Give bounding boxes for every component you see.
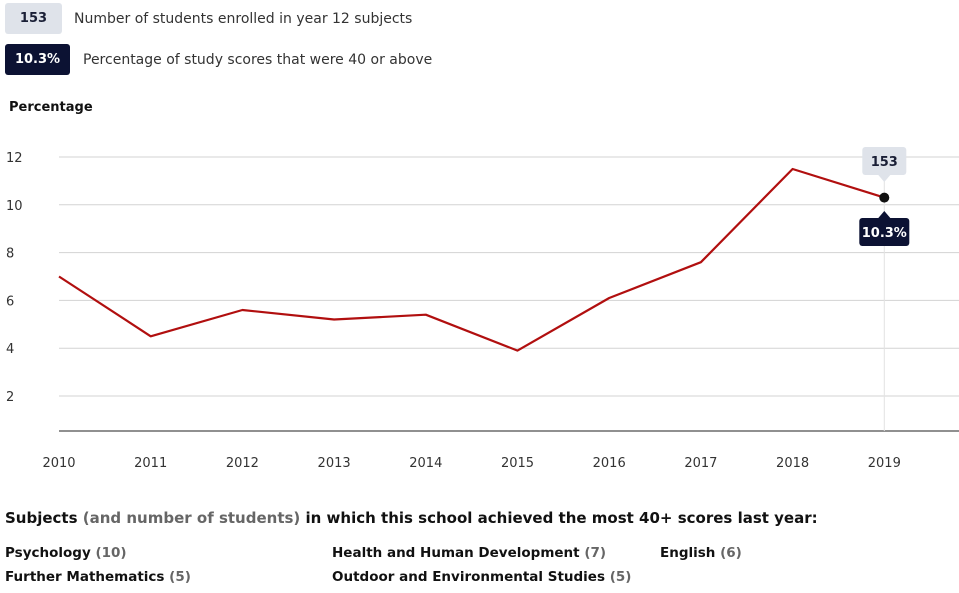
- y-tick-label: 8: [6, 247, 14, 262]
- y-tick-label: 12: [6, 151, 23, 166]
- tooltip-percentage-box: [859, 218, 910, 246]
- percentage-legend-label: Percentage of study scores that were 40 …: [83, 51, 433, 68]
- x-tick-label: 2014: [409, 456, 442, 471]
- subject-name: English: [660, 545, 716, 561]
- subject-count: (6): [720, 545, 742, 561]
- highlight-point: [879, 192, 890, 203]
- series-line: [58, 167, 885, 352]
- subject-count: (5): [609, 569, 632, 585]
- x-tick-label: 2012: [226, 456, 259, 471]
- subject-item: Outdoor and Environmental Studies (5): [332, 569, 631, 585]
- y-tick-label: 10: [6, 199, 23, 214]
- students-legend-label: Number of students enrolled in year 12 s…: [74, 10, 413, 27]
- y-tick-label: 6: [6, 294, 14, 309]
- subject-count: (7): [584, 545, 607, 561]
- tooltip-students-box: [862, 147, 907, 175]
- x-tick-label: 2017: [684, 456, 717, 471]
- y-axis-label: Percentage: [9, 100, 93, 115]
- x-tick-label: 2015: [501, 456, 534, 471]
- students-count-badge: 153: [5, 3, 62, 34]
- x-tick-label: 2018: [776, 456, 809, 471]
- y-tick-label: 2: [6, 390, 14, 405]
- subjects-heading: Subjects (and number of students) in whi…: [5, 509, 818, 527]
- subject-item: English (6): [660, 545, 742, 561]
- subject-count: (10): [95, 545, 127, 561]
- subjects-heading-part2: (and number of students): [82, 509, 301, 527]
- subject-name: Health and Human Development: [332, 545, 580, 561]
- tooltip-percentage-label: 10.3%: [862, 226, 907, 241]
- legend-percentage: 10.3% Percentage of study scores that we…: [5, 44, 432, 75]
- tooltip-percentage-pointer: [878, 211, 891, 218]
- x-tick-label: 2019: [868, 456, 901, 471]
- y-tick-label: 4: [6, 342, 14, 357]
- subjects-heading-part3: in which this school achieved the most 4…: [305, 509, 818, 527]
- line-chart: 2 4 6 8 10 12 2010 2011 2012 2013 2014 2015 2016 2017…: [6, 147, 959, 471]
- x-tick-label: 2010: [42, 456, 75, 471]
- x-tick-label: 2016: [593, 456, 626, 471]
- tooltip-students-label: 153: [871, 155, 898, 170]
- subject-item: Psychology (10): [5, 545, 127, 561]
- subjects-heading-part1: Subjects: [5, 509, 78, 527]
- subject-count: (5): [169, 569, 191, 585]
- subject-item: Health and Human Development (7): [332, 545, 606, 561]
- subject-name: Outdoor and Environmental Studies: [332, 569, 605, 585]
- legend-students: 153 Number of students enrolled in year …: [5, 3, 412, 34]
- tooltip-students-pointer: [878, 175, 891, 182]
- percentage-badge: 10.3%: [5, 44, 70, 75]
- subject-name: Further Mathematics: [5, 569, 165, 585]
- subject-name: Psychology: [5, 545, 91, 561]
- x-tick-label: 2011: [134, 456, 167, 471]
- x-tick-label: 2013: [318, 456, 351, 471]
- subject-item: Further Mathematics (5): [5, 569, 191, 585]
